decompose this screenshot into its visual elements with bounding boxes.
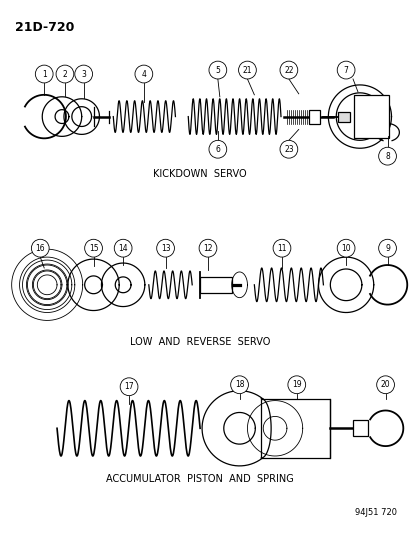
- Circle shape: [238, 61, 256, 79]
- Text: 23: 23: [283, 145, 293, 154]
- Text: 5: 5: [215, 66, 220, 75]
- Text: 1: 1: [42, 69, 47, 78]
- Text: ACCUMULATOR  PISTON  AND  SPRING: ACCUMULATOR PISTON AND SPRING: [106, 474, 293, 484]
- Circle shape: [31, 239, 49, 257]
- Circle shape: [199, 239, 216, 257]
- Circle shape: [120, 378, 138, 395]
- Text: 13: 13: [160, 244, 170, 253]
- Circle shape: [156, 239, 174, 257]
- Text: 19: 19: [291, 380, 301, 389]
- Circle shape: [279, 61, 297, 79]
- Text: 11: 11: [277, 244, 286, 253]
- Bar: [337, 111, 349, 122]
- Text: 21: 21: [242, 66, 252, 75]
- Bar: [308, 110, 320, 124]
- Circle shape: [85, 239, 102, 257]
- Circle shape: [337, 61, 354, 79]
- Bar: [352, 421, 367, 436]
- Circle shape: [287, 376, 305, 394]
- Circle shape: [114, 239, 132, 257]
- Text: 22: 22: [283, 66, 293, 75]
- Circle shape: [378, 147, 396, 165]
- Text: 9: 9: [384, 244, 389, 253]
- Circle shape: [378, 239, 396, 257]
- Bar: [199, 277, 231, 293]
- Circle shape: [56, 65, 74, 83]
- Text: 14: 14: [118, 244, 128, 253]
- Text: 7: 7: [343, 66, 348, 75]
- Text: 21D-720: 21D-720: [14, 21, 74, 34]
- Text: KICKDOWN  SERVO: KICKDOWN SERVO: [153, 169, 246, 179]
- Text: 12: 12: [203, 244, 212, 253]
- Text: 2: 2: [62, 69, 67, 78]
- Text: 17: 17: [124, 382, 133, 391]
- Text: 15: 15: [88, 244, 98, 253]
- Circle shape: [75, 65, 93, 83]
- Text: 4: 4: [141, 69, 146, 78]
- Text: 8: 8: [384, 152, 389, 160]
- Text: 6: 6: [215, 145, 220, 154]
- Circle shape: [135, 65, 152, 83]
- Circle shape: [337, 239, 354, 257]
- Text: LOW  AND  REVERSE  SERVO: LOW AND REVERSE SERVO: [130, 337, 270, 348]
- Circle shape: [273, 239, 290, 257]
- Text: 20: 20: [380, 380, 389, 389]
- Text: 16: 16: [36, 244, 45, 253]
- Circle shape: [279, 140, 297, 158]
- Text: 94J51 720: 94J51 720: [354, 508, 396, 518]
- Circle shape: [209, 61, 226, 79]
- Bar: [353, 95, 387, 139]
- Text: 3: 3: [81, 69, 86, 78]
- Circle shape: [230, 376, 248, 394]
- Circle shape: [376, 376, 394, 394]
- Circle shape: [209, 140, 226, 158]
- Text: 18: 18: [234, 380, 244, 389]
- Circle shape: [35, 65, 53, 83]
- Text: 10: 10: [340, 244, 350, 253]
- Bar: [261, 399, 330, 458]
